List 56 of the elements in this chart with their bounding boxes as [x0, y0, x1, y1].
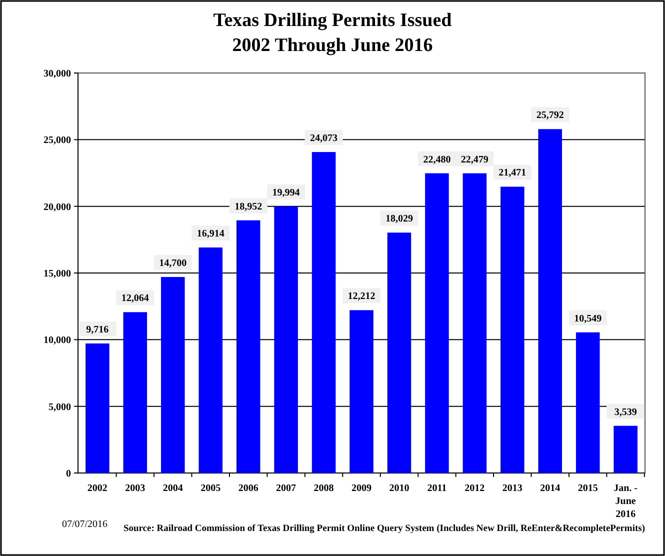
- x-tick-label: Jan. - June 2016: [614, 483, 638, 520]
- bar: [350, 310, 374, 473]
- x-tick-label: 2003: [125, 483, 146, 494]
- y-tick-label: 0: [66, 468, 71, 480]
- x-tick-label: 2009: [352, 483, 372, 494]
- chart-title: Texas Drilling Permits Issued: [213, 10, 452, 31]
- x-tick-label: 2011: [427, 483, 447, 494]
- y-tick-label: 10,000: [44, 335, 71, 346]
- data-label: 10,549: [574, 313, 602, 324]
- x-tick-label: 2008: [314, 483, 334, 494]
- bar: [274, 206, 298, 473]
- bar: [86, 343, 110, 473]
- data-label: 19,994: [272, 187, 300, 198]
- data-label: 9,716: [86, 324, 109, 336]
- data-label: 18,952: [234, 201, 262, 212]
- data-label: 24,073: [310, 133, 338, 144]
- chart-subtitle: 2002 Through June 2016: [232, 35, 433, 56]
- y-tick-label: 5,000: [48, 402, 71, 413]
- x-tick-label: 2014: [540, 483, 560, 494]
- data-label: 22,479: [460, 154, 488, 166]
- data-label: 3,539: [614, 406, 637, 418]
- bar: [500, 186, 524, 473]
- data-label: 21,471: [498, 168, 526, 179]
- bar: [123, 312, 148, 473]
- bar: [425, 173, 449, 473]
- x-tick-label: 2012: [464, 483, 485, 494]
- x-tick-label: 2007: [276, 483, 296, 494]
- data-label: 25,792: [536, 110, 564, 122]
- x-tick-label: 2005: [200, 483, 221, 494]
- bar: [236, 220, 260, 473]
- data-label: 14,700: [159, 258, 187, 269]
- x-tick-label: 2006: [238, 483, 258, 494]
- bar: [576, 332, 600, 473]
- x-tick-label: 2002: [87, 483, 108, 494]
- x-tick-label: 2013: [502, 483, 522, 494]
- x-tick-label: 2010: [389, 483, 410, 494]
- bar: [160, 277, 185, 473]
- y-tick-label: 20,000: [44, 202, 71, 213]
- data-label: 12,064: [121, 293, 149, 304]
- bar: [462, 173, 487, 473]
- data-label: 16,914: [196, 228, 224, 240]
- y-tick-label: 25,000: [44, 135, 71, 146]
- bar: [312, 152, 336, 473]
- y-tick-label: 30,000: [44, 68, 71, 80]
- bar: [538, 129, 562, 473]
- y-tick-label: 15,000: [44, 268, 71, 280]
- bar: [198, 247, 222, 473]
- x-tick-label: 2015: [578, 483, 598, 494]
- data-label: 22,480: [423, 154, 451, 166]
- text: 07/07/2016: [62, 519, 108, 530]
- data-label: 18,029: [385, 214, 413, 225]
- x-tick-label: 2004: [162, 483, 183, 494]
- source-note: Source: Railroad Commission of Texas Drilling Permit Online Query System (Includes New Drill, ReEnter&RecompletePermits): [123, 524, 645, 534]
- data-label: 12,212: [348, 291, 376, 302]
- bar: [387, 232, 412, 473]
- bar: [614, 426, 638, 473]
